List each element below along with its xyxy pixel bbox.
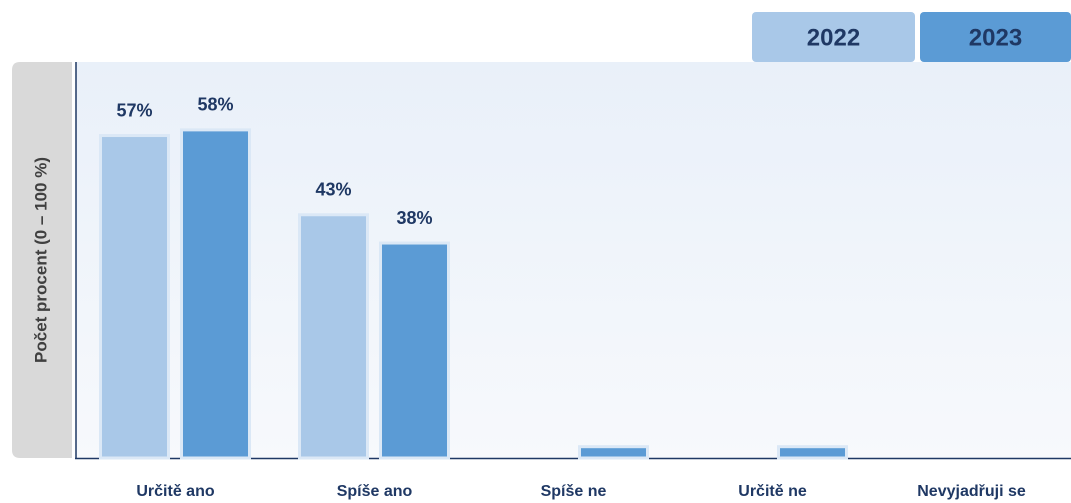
bar <box>99 134 170 460</box>
x-tick-label: Spíše ne <box>541 483 607 500</box>
bar <box>578 445 649 460</box>
x-tick-label: Spíše ano <box>337 483 413 500</box>
y-axis-label: Počet procent (0 – 100 %) <box>31 157 50 363</box>
legend-label: 2022 <box>807 24 860 51</box>
y-axis-panel <box>12 62 72 458</box>
bar <box>777 445 848 460</box>
data-label: 43% <box>315 179 351 199</box>
x-tick-label: Určitě ne <box>738 483 807 500</box>
bar <box>379 241 450 460</box>
data-label: 58% <box>197 95 233 115</box>
x-tick-label: Nevyjadřuji se <box>917 483 1026 500</box>
legend-swatch <box>752 12 915 62</box>
legend-label: 2023 <box>969 24 1022 51</box>
x-tick-label: Určitě ano <box>136 483 214 500</box>
data-label: 38% <box>396 208 432 228</box>
bar <box>298 213 369 460</box>
bar <box>180 128 251 460</box>
data-label: 57% <box>116 100 152 120</box>
legend-swatch <box>920 12 1071 62</box>
